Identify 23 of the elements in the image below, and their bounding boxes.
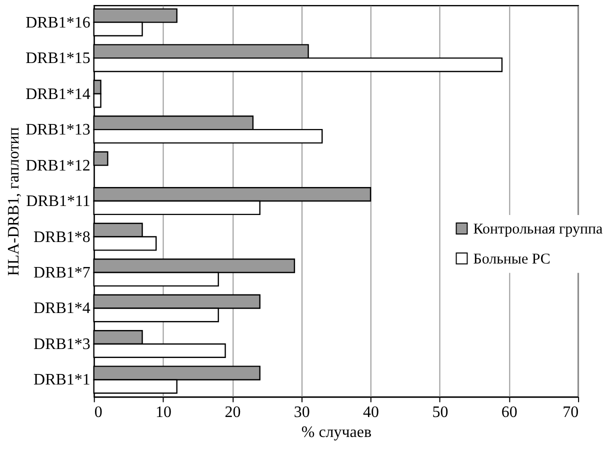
x-tick-label: 0 bbox=[94, 404, 102, 422]
x-tick-label: 10 bbox=[156, 404, 172, 422]
x-tick-label: 30 bbox=[294, 404, 310, 422]
y-tick-label: DRB1*13 bbox=[26, 122, 90, 139]
y-tick-label: DRB1*3 bbox=[34, 336, 90, 353]
y-tick-label: DRB1*8 bbox=[34, 228, 90, 246]
y-tick-label: DRB1*11 bbox=[26, 193, 90, 210]
x-tick-label: 20 bbox=[224, 404, 241, 422]
x-axis-title: % случаев bbox=[301, 424, 372, 442]
y-tick-label: DRB1*4 bbox=[34, 300, 90, 318]
y-tick-label: DRB1*1 bbox=[34, 372, 90, 389]
x-tick-label: 50 bbox=[432, 404, 448, 422]
x-tick-label: 60 bbox=[501, 404, 518, 422]
y-tick-label: DRB1*15 bbox=[26, 50, 90, 68]
y-tick-label: DRB1*7 bbox=[34, 264, 90, 282]
y-tick-label: DRB1*14 bbox=[26, 86, 90, 103]
x-tick-label: 70 bbox=[562, 404, 579, 422]
legend-label: Контрольная группа bbox=[473, 221, 603, 238]
y-tick-label: DRB1*16 bbox=[26, 14, 90, 32]
y-axis-title: HLA-DRB1, гаплотип bbox=[6, 126, 23, 276]
legend-label: Больные РС bbox=[473, 251, 550, 268]
y-tick-label: DRB1*12 bbox=[26, 157, 90, 174]
x-tick-label: 40 bbox=[363, 404, 380, 422]
